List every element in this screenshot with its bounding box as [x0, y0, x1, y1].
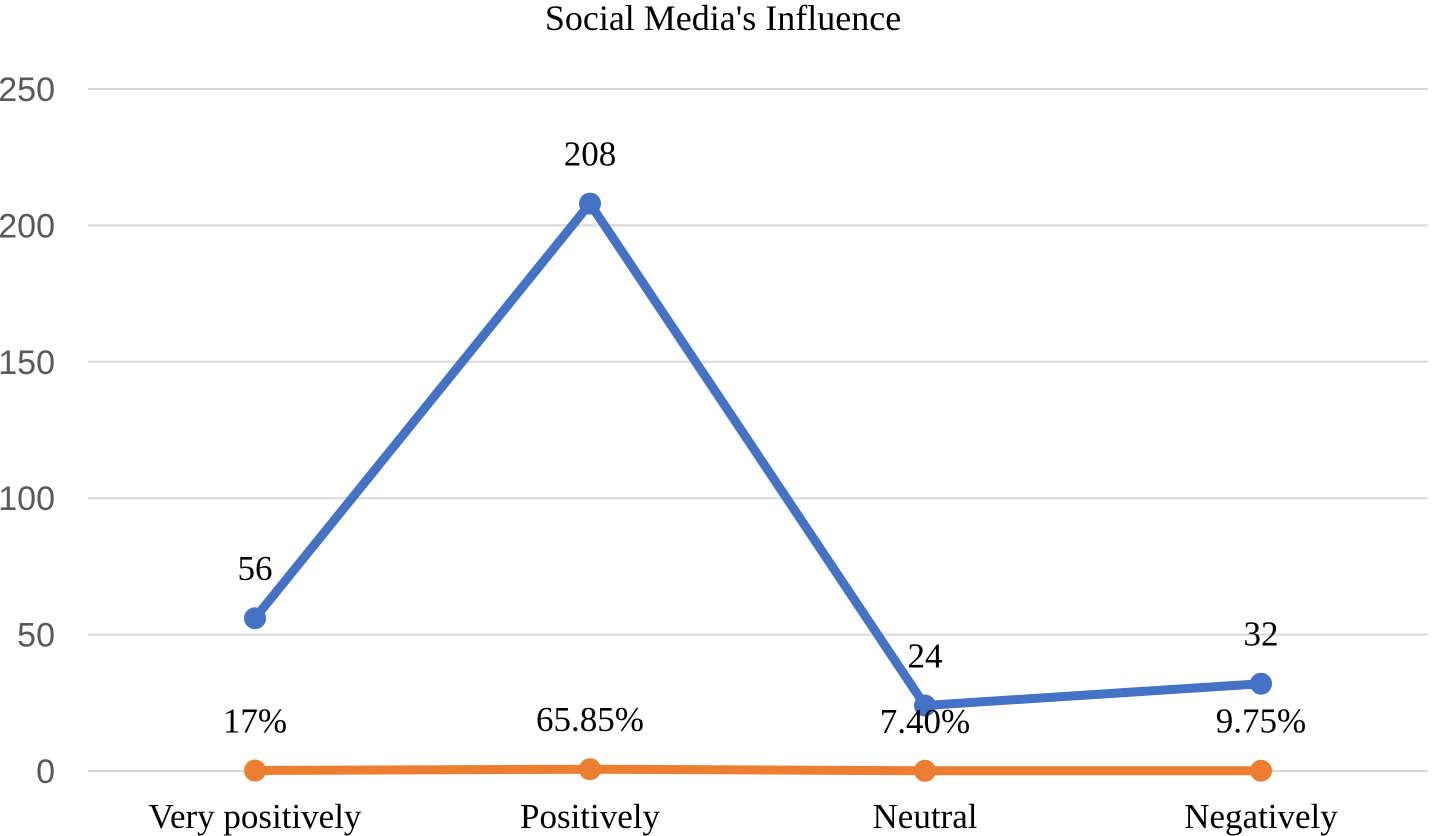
- y-tick-label: 250: [0, 71, 55, 109]
- data-point-0-1: [579, 192, 601, 215]
- data-point-0-2: [914, 694, 936, 717]
- y-axis-ticks: 0 50 100 150 200 250: [0, 71, 55, 791]
- x-tick-label: Neutral: [873, 797, 978, 836]
- data-point-1-1: [579, 758, 601, 781]
- gridlines: [88, 88, 1428, 772]
- data-label: 7.40%: [880, 702, 970, 741]
- x-tick-label: Very positively: [149, 797, 362, 836]
- series-line-1: [250, 764, 1266, 776]
- x-axis-ticks: Very positively Positively Neutral Negative…: [149, 797, 1339, 836]
- data-point-1-2: [914, 759, 936, 782]
- y-tick-label: 50: [17, 617, 55, 655]
- data-labels: 56 208 24 32 17% 65.85% 7.40% 9.75%: [223, 135, 1306, 741]
- y-tick-label: 200: [0, 207, 55, 245]
- x-tick-label: Negatively: [1184, 797, 1338, 836]
- data-label: 24: [908, 637, 943, 676]
- x-tick-label: Positively: [520, 797, 661, 836]
- series-layer: [244, 192, 1272, 782]
- data-label: 9.75%: [1216, 702, 1306, 741]
- data-label: 17%: [223, 702, 287, 741]
- chart-title: Social Media's Influence: [545, 0, 901, 38]
- data-label: 65.85%: [536, 700, 644, 739]
- data-point-0-0: [244, 607, 266, 630]
- y-tick-label: 150: [0, 344, 55, 382]
- series-line-0: [250, 199, 1266, 711]
- data-point-0-3: [1250, 672, 1272, 695]
- data-label: 56: [238, 549, 273, 588]
- data-point-1-0: [244, 759, 266, 782]
- y-tick-label: 0: [36, 753, 55, 791]
- y-tick-label: 100: [0, 480, 55, 518]
- data-label: 32: [1244, 615, 1279, 654]
- data-point-1-3: [1250, 759, 1272, 782]
- data-label: 208: [564, 135, 617, 174]
